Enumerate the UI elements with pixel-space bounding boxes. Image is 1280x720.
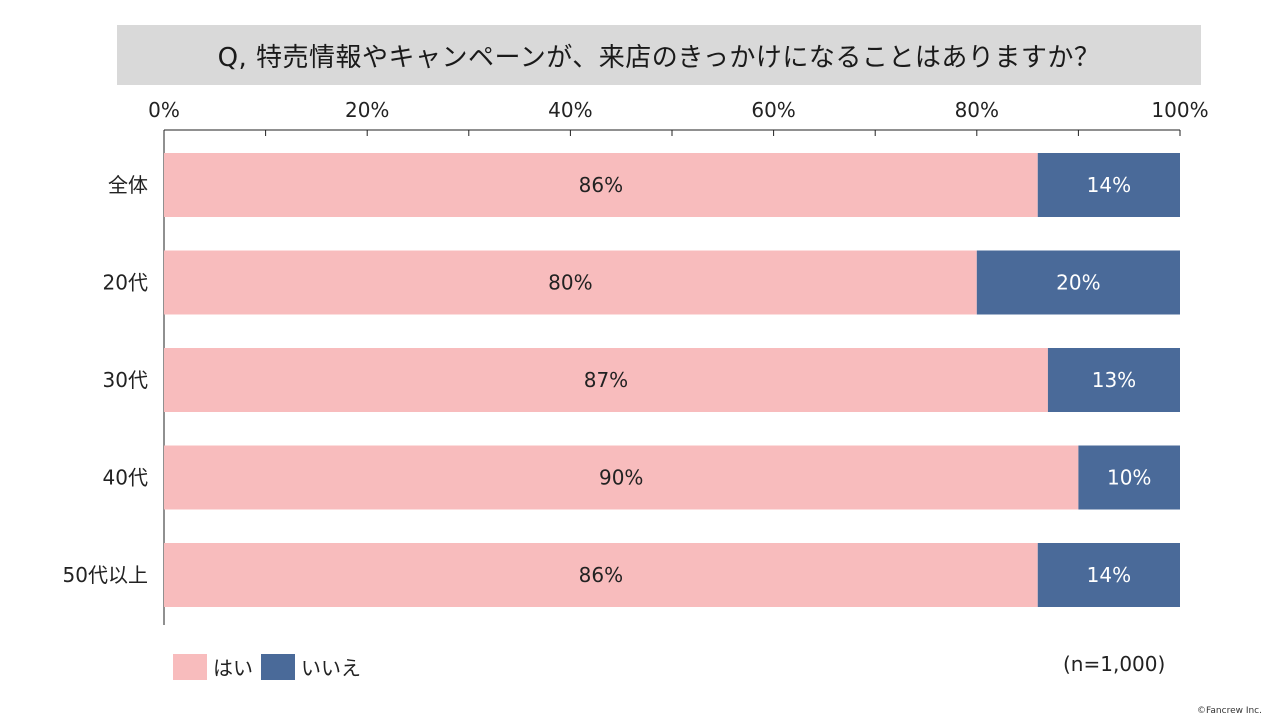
- bar-segment-yes: [164, 250, 977, 315]
- data-label-yes: 86%: [579, 173, 623, 197]
- x-tick-label: 60%: [751, 98, 795, 122]
- bar-segment-no: [976, 250, 1180, 315]
- x-tick-label: 100%: [1151, 98, 1208, 122]
- chart-title-box: Q, 特売情報やキャンペーンが、来店のきっかけになることはありますか？: [117, 25, 1201, 85]
- bar-segment-no: [1037, 543, 1180, 607]
- category-label: 全体: [108, 173, 148, 197]
- category-label: 40代: [103, 466, 148, 490]
- chart-title: Q, 特売情報やキャンペーンが、来店のきっかけになることはありますか？: [217, 42, 1101, 73]
- category-label: 50代以上: [63, 563, 148, 587]
- data-label-no: 13%: [1092, 368, 1136, 392]
- legend-item-yes: はい: [173, 652, 253, 681]
- copyright-text: ©Fancrew Inc.: [1197, 706, 1262, 716]
- legend-label-no: いいえ: [301, 656, 361, 680]
- data-label-no: 14%: [1087, 173, 1131, 197]
- x-tick-label: 40%: [548, 98, 592, 122]
- x-tick-label: 0%: [148, 98, 180, 122]
- category-label: 20代: [103, 271, 148, 295]
- bar-segment-no: [1037, 153, 1180, 217]
- bar-segment-yes: [164, 543, 1038, 607]
- bar-segment-yes: [164, 348, 1048, 412]
- data-label-yes: 87%: [584, 368, 628, 392]
- data-label-no: 10%: [1107, 466, 1151, 490]
- bar-segment-no: [1078, 445, 1180, 510]
- legend-label-yes: はい: [213, 656, 253, 680]
- sample-size-note: (n=1,000): [1063, 652, 1166, 676]
- data-label-no: 20%: [1056, 271, 1100, 295]
- category-label: 30代: [103, 368, 148, 392]
- data-label-yes: 86%: [579, 563, 623, 587]
- x-tick-label: 20%: [345, 98, 389, 122]
- legend-swatch-no: [261, 653, 295, 680]
- bar-segment-yes: [164, 153, 1038, 217]
- data-label-yes: 90%: [599, 466, 643, 490]
- legend: はい いいえ: [173, 652, 369, 681]
- bar-segment-yes: [164, 445, 1079, 510]
- bar-segment-no: [1047, 348, 1180, 412]
- legend-item-no: いいえ: [261, 652, 361, 681]
- legend-swatch-yes: [173, 653, 207, 680]
- x-tick-label: 80%: [955, 98, 999, 122]
- data-label-no: 14%: [1087, 563, 1131, 587]
- data-label-yes: 80%: [548, 271, 592, 295]
